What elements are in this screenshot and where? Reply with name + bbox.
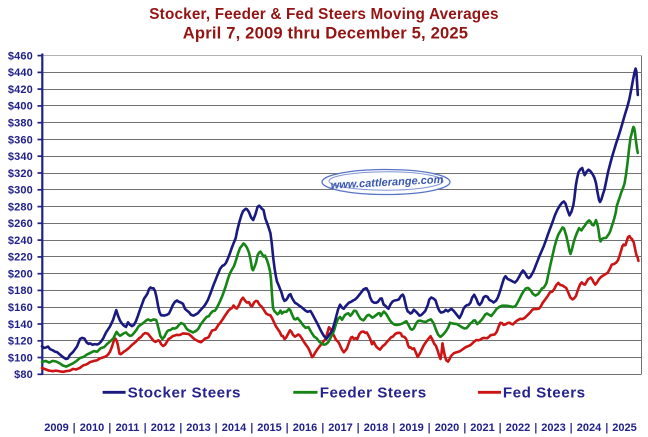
svg-text:Fed Steers: Fed Steers	[503, 385, 586, 402]
svg-text:|: |	[215, 422, 218, 434]
svg-text:$100: $100	[8, 352, 33, 364]
svg-text:|: |	[144, 422, 147, 434]
svg-text:|: |	[499, 422, 502, 434]
svg-text:$380: $380	[8, 118, 33, 130]
svg-text:|: |	[605, 422, 608, 434]
svg-text:2022: 2022	[506, 422, 530, 434]
svg-text:$220: $220	[8, 252, 33, 264]
svg-text:|: |	[570, 422, 573, 434]
svg-text:$400: $400	[8, 101, 33, 113]
svg-text:|: |	[286, 422, 289, 434]
svg-text:$140: $140	[8, 319, 33, 331]
svg-text:2020: 2020	[435, 422, 459, 434]
svg-text:|: |	[321, 422, 324, 434]
svg-text:$200: $200	[8, 269, 33, 281]
svg-text:$440: $440	[8, 67, 33, 79]
svg-text:$360: $360	[8, 134, 33, 146]
svg-text:$80: $80	[14, 369, 33, 381]
svg-text:|: |	[463, 422, 466, 434]
svg-text:$460: $460	[8, 50, 33, 62]
svg-text:2013: 2013	[186, 422, 210, 434]
svg-text:|: |	[73, 422, 76, 434]
svg-text:2025: 2025	[612, 422, 636, 434]
svg-text:2021: 2021	[470, 422, 494, 434]
svg-text:2017: 2017	[328, 422, 352, 434]
svg-text:|: |	[392, 422, 395, 434]
svg-text:Stocker, Feeder & Fed Steers M: Stocker, Feeder & Fed Steers Moving Aver…	[149, 6, 498, 23]
svg-text:|: |	[250, 422, 253, 434]
svg-text:|: |	[357, 422, 360, 434]
svg-text:$120: $120	[8, 336, 33, 348]
svg-text:April 7, 2009 thru December 5,: April 7, 2009 thru December 5, 2025	[183, 23, 468, 42]
svg-text:2018: 2018	[364, 422, 388, 434]
svg-text:$320: $320	[8, 168, 33, 180]
svg-text:2016: 2016	[293, 422, 317, 434]
svg-text:$280: $280	[8, 201, 33, 213]
svg-text:2024: 2024	[577, 422, 602, 434]
svg-text:$300: $300	[8, 185, 33, 197]
svg-text:$160: $160	[8, 302, 33, 314]
svg-text:2009: 2009	[44, 422, 68, 434]
svg-text:|: |	[179, 422, 182, 434]
svg-text:$260: $260	[8, 218, 33, 230]
svg-text:$180: $180	[8, 285, 33, 297]
svg-text:$340: $340	[8, 151, 33, 163]
svg-text:2015: 2015	[257, 422, 281, 434]
svg-text:2014: 2014	[222, 422, 247, 434]
svg-text:2010: 2010	[80, 422, 104, 434]
svg-text:2012: 2012	[151, 422, 175, 434]
svg-text:|: |	[108, 422, 111, 434]
svg-text:Stocker Steers: Stocker Steers	[128, 385, 241, 402]
svg-text:$240: $240	[8, 235, 33, 247]
svg-text:|: |	[534, 422, 537, 434]
svg-text:Feeder Steers: Feeder Steers	[320, 385, 427, 402]
svg-text:2011: 2011	[116, 422, 140, 434]
svg-text:$420: $420	[8, 84, 33, 96]
svg-text:2019: 2019	[399, 422, 423, 434]
svg-text:2023: 2023	[541, 422, 565, 434]
svg-text:www.cattlerange.com: www.cattlerange.com	[330, 174, 443, 192]
svg-text:|: |	[428, 422, 431, 434]
